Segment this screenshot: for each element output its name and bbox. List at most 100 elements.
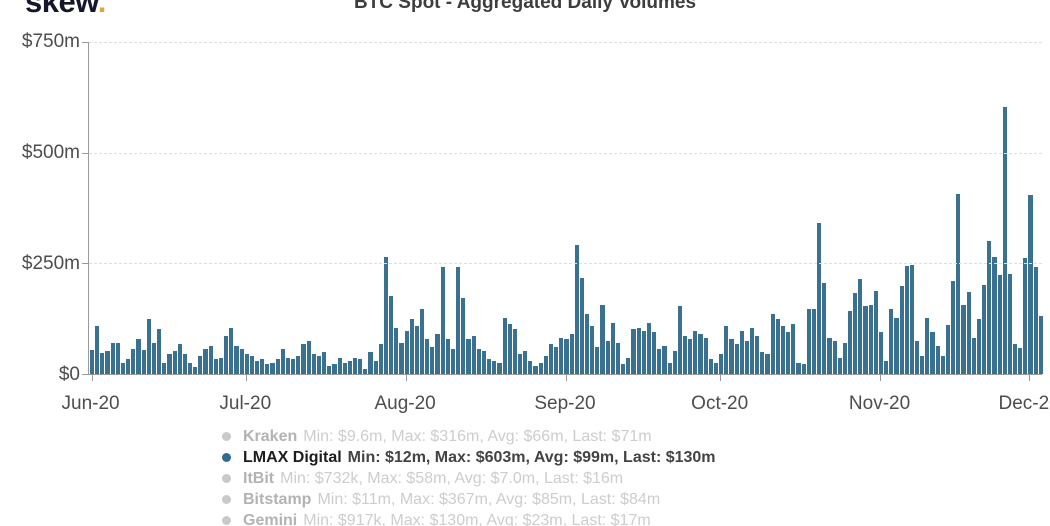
bar[interactable] <box>105 350 110 374</box>
bar[interactable] <box>631 329 636 374</box>
bar[interactable] <box>956 193 961 374</box>
bar[interactable] <box>435 334 440 374</box>
bar[interactable] <box>966 291 971 374</box>
bar[interactable] <box>626 357 631 374</box>
bar[interactable] <box>811 308 817 374</box>
bar[interactable] <box>450 349 456 374</box>
bar[interactable] <box>327 365 332 374</box>
bar[interactable] <box>997 275 1002 374</box>
bar[interactable] <box>837 357 842 374</box>
bar[interactable] <box>141 350 146 374</box>
bar[interactable] <box>373 360 378 374</box>
bar[interactable] <box>445 339 450 374</box>
bar[interactable] <box>677 305 682 374</box>
bar[interactable] <box>100 353 105 374</box>
bar[interactable] <box>554 347 559 374</box>
bar[interactable] <box>708 358 713 374</box>
bar[interactable] <box>383 256 389 374</box>
bar[interactable] <box>853 292 858 374</box>
bar[interactable] <box>672 350 677 374</box>
bar[interactable] <box>157 329 162 374</box>
bar[interactable] <box>786 332 791 374</box>
bar[interactable] <box>301 344 306 374</box>
bar[interactable] <box>342 362 347 374</box>
bar[interactable] <box>162 363 167 374</box>
bar[interactable] <box>1018 347 1023 374</box>
bar[interactable] <box>760 352 765 374</box>
bar[interactable] <box>899 285 904 374</box>
bar[interactable] <box>971 337 976 374</box>
bar[interactable] <box>136 338 141 374</box>
bar[interactable] <box>590 325 595 374</box>
bar[interactable] <box>131 349 136 374</box>
bar[interactable] <box>951 281 956 374</box>
bar[interactable] <box>440 266 445 374</box>
bar[interactable] <box>667 362 672 374</box>
bar[interactable] <box>203 349 208 374</box>
bar[interactable] <box>982 285 987 374</box>
bar[interactable] <box>337 357 342 374</box>
bar[interactable] <box>218 357 224 374</box>
bar[interactable] <box>378 344 383 374</box>
bar[interactable] <box>120 363 126 374</box>
bar[interactable] <box>146 318 151 374</box>
bar[interactable] <box>461 297 466 374</box>
bar[interactable] <box>703 337 708 374</box>
bar[interactable] <box>904 266 909 374</box>
bar[interactable] <box>316 355 322 374</box>
bar[interactable] <box>652 332 657 374</box>
bar[interactable] <box>90 349 95 374</box>
bar[interactable] <box>621 364 626 374</box>
skew-logo[interactable]: skew. <box>25 0 106 20</box>
bar[interactable] <box>600 304 605 374</box>
bar[interactable] <box>595 347 600 374</box>
legend-item-bitstamp[interactable]: Bitstamp Min: $11m, Max: $367m, Avg: $85m… <box>222 489 716 510</box>
bar[interactable] <box>817 223 822 374</box>
bar[interactable] <box>806 309 811 374</box>
bar[interactable] <box>285 357 291 374</box>
bar[interactable] <box>332 364 337 374</box>
bar[interactable] <box>296 355 301 374</box>
legend-item-gemini[interactable]: Gemini Min: $917k, Max: $130m, Avg: $23m,… <box>222 510 716 526</box>
bar[interactable] <box>873 291 878 374</box>
bar[interactable] <box>414 325 419 374</box>
bar[interactable] <box>1038 316 1043 374</box>
bar[interactable] <box>275 358 280 374</box>
bar[interactable] <box>791 324 796 374</box>
bar[interactable] <box>724 325 729 374</box>
bar[interactable] <box>187 362 193 374</box>
bar[interactable] <box>167 354 172 374</box>
bar[interactable] <box>244 354 249 374</box>
bar[interactable] <box>265 364 270 374</box>
bar[interactable] <box>280 349 285 374</box>
bar[interactable] <box>404 331 409 374</box>
bar[interactable] <box>780 325 786 374</box>
bar[interactable] <box>976 319 982 374</box>
bar[interactable] <box>306 340 311 374</box>
bar[interactable] <box>126 358 131 374</box>
bar[interactable] <box>734 344 739 374</box>
bar[interactable] <box>755 335 760 374</box>
bar[interactable] <box>925 317 930 374</box>
bar[interactable] <box>352 357 358 374</box>
bar[interactable] <box>347 360 352 374</box>
bar[interactable] <box>476 349 481 374</box>
bar[interactable] <box>775 319 780 374</box>
bar[interactable] <box>487 358 492 374</box>
bar[interactable] <box>770 314 775 374</box>
bar[interactable] <box>750 327 755 374</box>
bar[interactable] <box>682 335 688 374</box>
bar[interactable] <box>198 355 203 374</box>
bar[interactable] <box>234 345 239 374</box>
bar[interactable] <box>172 350 177 374</box>
bar[interactable] <box>1002 107 1007 374</box>
bar[interactable] <box>1023 258 1028 374</box>
bar[interactable] <box>115 342 120 374</box>
bar[interactable] <box>579 277 584 374</box>
bar[interactable] <box>213 358 218 374</box>
bar[interactable] <box>729 339 734 374</box>
bar[interactable] <box>249 355 254 374</box>
bar[interactable] <box>693 331 698 374</box>
bar[interactable] <box>543 355 548 374</box>
bar[interactable] <box>270 362 275 374</box>
